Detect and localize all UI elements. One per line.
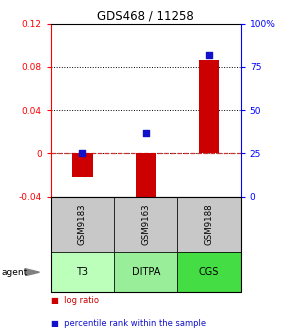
Bar [136, 153, 156, 203]
Text: CGS: CGS [199, 267, 219, 277]
Text: ■  log ratio: ■ log ratio [51, 296, 99, 305]
Point [80, 151, 85, 156]
Text: GSM9188: GSM9188 [204, 204, 213, 245]
Polygon shape [25, 268, 39, 276]
Text: agent: agent [1, 268, 28, 277]
Point [207, 52, 211, 57]
Bar [72, 153, 93, 177]
Point [143, 130, 148, 135]
Text: GSM9183: GSM9183 [78, 204, 87, 245]
Bar [199, 60, 219, 153]
Text: T3: T3 [76, 267, 88, 277]
Title: GDS468 / 11258: GDS468 / 11258 [97, 9, 194, 23]
Text: ■  percentile rank within the sample: ■ percentile rank within the sample [51, 319, 206, 328]
Text: GSM9163: GSM9163 [141, 204, 150, 245]
Text: DITPA: DITPA [132, 267, 160, 277]
